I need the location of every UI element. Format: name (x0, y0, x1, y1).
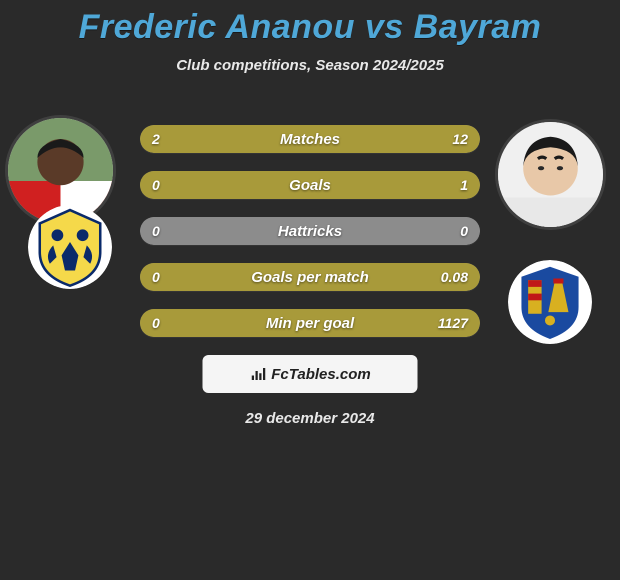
page-subtitle: Club competitions, Season 2024/2025 (0, 57, 620, 74)
avatar-right-graphic (498, 122, 603, 227)
stat-label: Matches (140, 125, 480, 153)
stat-label: Goals per match (140, 263, 480, 291)
stat-row: 01Goals (140, 171, 480, 199)
stat-row: 00Hattricks (140, 217, 480, 245)
player-right-avatar (498, 122, 603, 227)
stat-row: 01127Min per goal (140, 309, 480, 337)
stat-row: 212Matches (140, 125, 480, 153)
stat-row: 00.08Goals per match (140, 263, 480, 291)
player-left-badge (28, 205, 112, 289)
chart-icon (249, 365, 267, 383)
brand-text: FcTables.com (271, 366, 370, 383)
date-text: 29 december 2024 (0, 410, 620, 427)
stats-container: 212Matches 01Goals 00Hattricks 00.08Goals p… (140, 125, 480, 355)
stat-label: Goals (140, 171, 480, 199)
player-right-badge (508, 260, 592, 344)
badge-right-graphic (508, 260, 592, 344)
stat-label: Min per goal (140, 309, 480, 337)
badge-left-graphic (28, 205, 112, 289)
brand-pill: FcTables.com (203, 355, 418, 393)
stat-label: Hattricks (140, 217, 480, 245)
page-title: Frederic Ananou vs Bayram (0, 0, 620, 47)
